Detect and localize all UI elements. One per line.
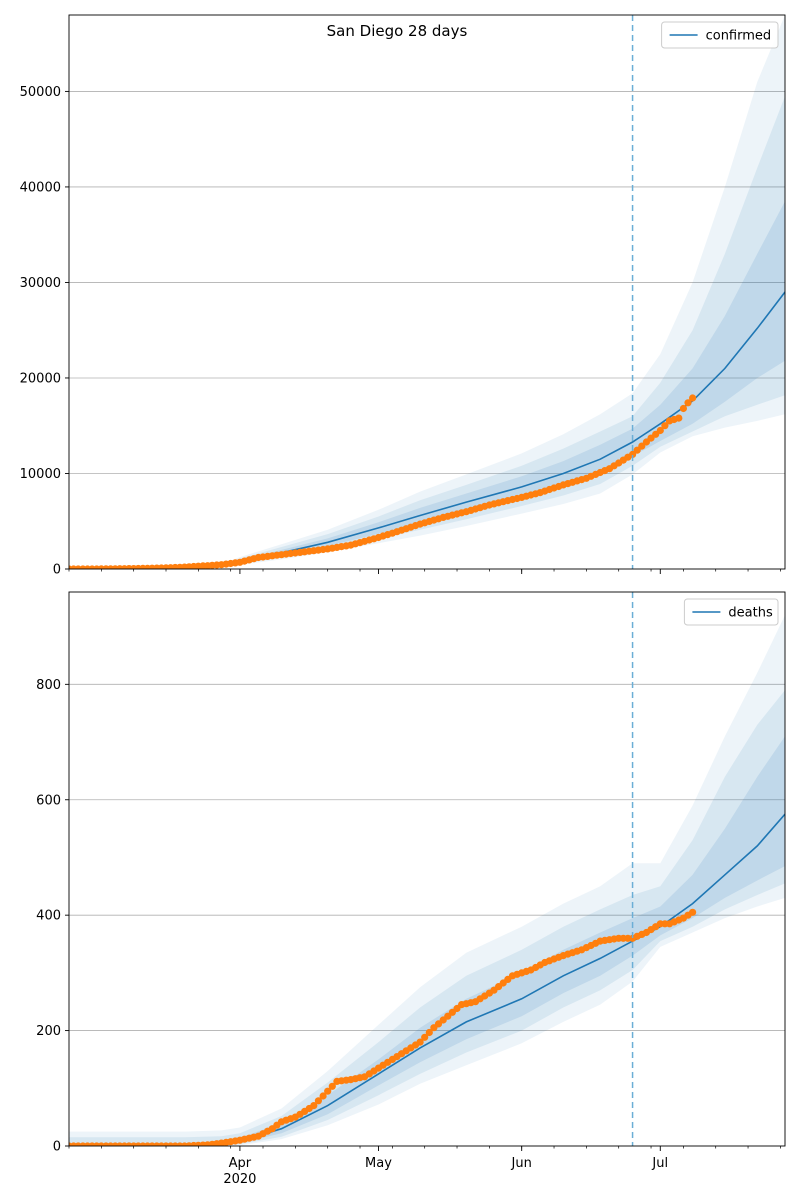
legend-label: confirmed — [706, 29, 772, 44]
y-tick-label: 600 — [36, 793, 61, 808]
observed-point — [319, 1092, 327, 1100]
observed-point — [421, 1033, 429, 1041]
plot-area — [69, 615, 785, 1146]
legend-box — [683, 598, 779, 626]
observed-point — [679, 404, 688, 413]
observed-point — [328, 1082, 336, 1090]
x-tick-label: May — [365, 1156, 392, 1171]
uncertainty-band — [69, 96, 785, 569]
observed-point — [656, 426, 664, 435]
x-tick-label: Jun — [511, 1156, 532, 1171]
observed-point — [324, 1087, 332, 1095]
y-tick-label: 30000 — [20, 276, 61, 291]
y-tick-label: 0 — [53, 1140, 61, 1155]
y-tick-label: 400 — [36, 909, 61, 924]
y-tick-label: 20000 — [20, 371, 61, 386]
uncertainty-band — [69, 690, 785, 1146]
y-tick-label: 200 — [36, 1024, 61, 1039]
plot-area — [69, 15, 785, 569]
observed-point — [416, 1038, 424, 1046]
observed-point — [638, 442, 646, 450]
legend-box — [661, 21, 779, 49]
y-tick-label: 10000 — [20, 467, 61, 482]
uncertainty-band — [69, 736, 785, 1146]
observed-point — [629, 450, 637, 458]
y-tick-label: 800 — [36, 678, 61, 693]
observed-point — [689, 908, 697, 916]
observed-point — [661, 422, 669, 430]
x-tick-label: Apr — [229, 1156, 252, 1171]
chart-title: San Diego 28 days — [327, 22, 468, 40]
x-tick-sublabel: 2020 — [223, 1172, 256, 1187]
y-tick-label: 40000 — [20, 180, 61, 195]
observed-point — [689, 394, 697, 402]
x-tick-label: Jul — [651, 1156, 668, 1171]
observed-point — [314, 1097, 322, 1105]
observed-point — [675, 414, 683, 422]
uncertainty-band — [69, 15, 785, 569]
observed-point — [425, 1028, 433, 1037]
confirmed-panel: 0 10000 20000 30000 40000 50000 confirmed — [20, 14, 786, 578]
observed-point — [310, 1102, 318, 1110]
y-tick-label: 0 — [53, 563, 61, 578]
observed-point — [684, 399, 692, 407]
y-tick-label: 50000 — [20, 85, 61, 100]
axes-frame — [68, 591, 786, 1147]
observed-point — [633, 446, 641, 454]
legend-label: deaths — [728, 606, 773, 621]
axes-frame — [68, 14, 786, 570]
